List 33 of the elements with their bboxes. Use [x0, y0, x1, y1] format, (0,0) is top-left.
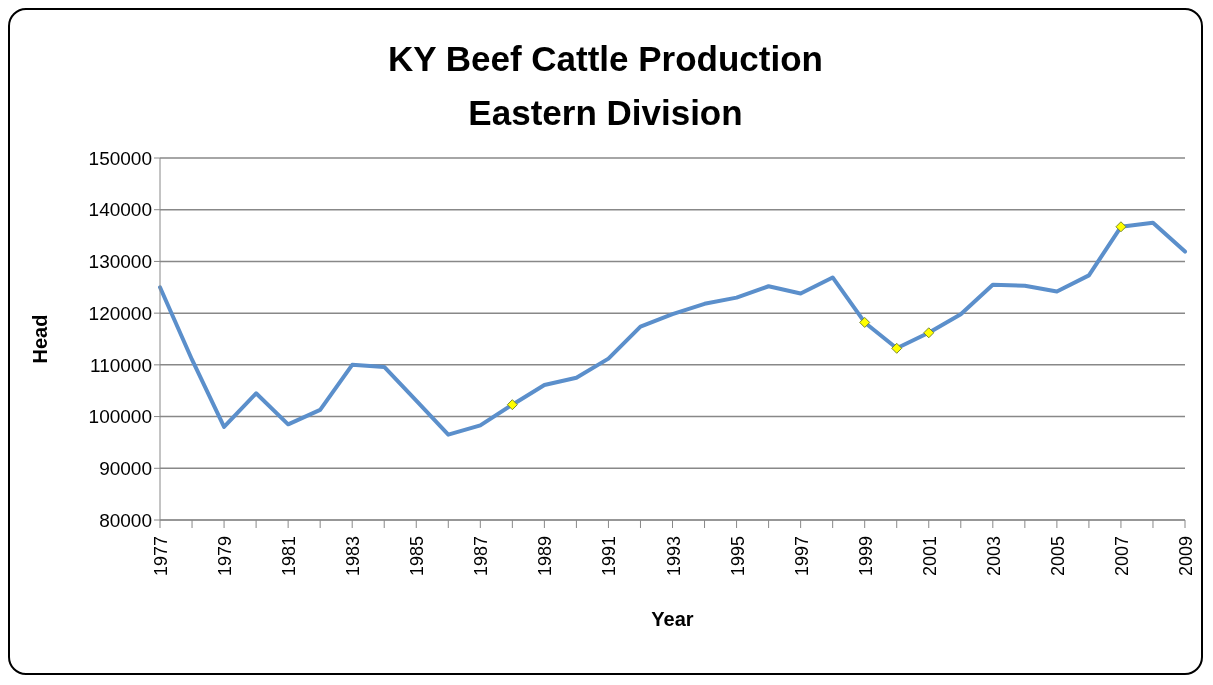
x-tick-label: 1993 — [663, 536, 684, 577]
y-tick-label: 110000 — [90, 354, 152, 376]
point — [1115, 221, 1127, 233]
x-tick-label: 1983 — [343, 536, 364, 577]
x-tick-label: 1991 — [599, 536, 620, 577]
point — [506, 399, 518, 411]
x-tick-label: 1987 — [471, 536, 492, 577]
y-tick-label: 90000 — [99, 458, 152, 480]
x-tick-label: 1997 — [791, 536, 812, 577]
chart-title: KY Beef Cattle Production Eastern Division — [387, 38, 824, 134]
x-tick-label: 1979 — [215, 536, 236, 577]
x-tick-label: 1989 — [535, 536, 556, 577]
y-tick-label: 150000 — [88, 147, 152, 169]
x-tick-label: 2005 — [1047, 536, 1068, 577]
x-tick-label: 1985 — [407, 536, 428, 577]
y-tick-label: 130000 — [88, 251, 152, 273]
y-tick-label: 140000 — [88, 199, 152, 221]
y-tick-label: 80000 — [99, 509, 152, 531]
point — [923, 327, 935, 339]
x-axis-title: Year — [651, 608, 694, 630]
point — [859, 316, 871, 328]
point — [891, 342, 903, 354]
x-tick-label: 2007 — [1111, 536, 1132, 577]
x-tick-label: 2009 — [1176, 536, 1196, 577]
x-tick-label: 1995 — [727, 536, 748, 577]
x-tick-label: 1981 — [279, 536, 300, 577]
x-tick-label: 1977 — [151, 536, 171, 577]
y-tick-label: 100000 — [88, 406, 152, 428]
x-tick-label: 1999 — [855, 536, 876, 577]
x-tick-label: 2001 — [919, 536, 940, 577]
x-tick-label: 2003 — [983, 536, 1004, 577]
y-axis-title: Head — [29, 314, 52, 364]
y-tick-label: 120000 — [88, 302, 152, 324]
